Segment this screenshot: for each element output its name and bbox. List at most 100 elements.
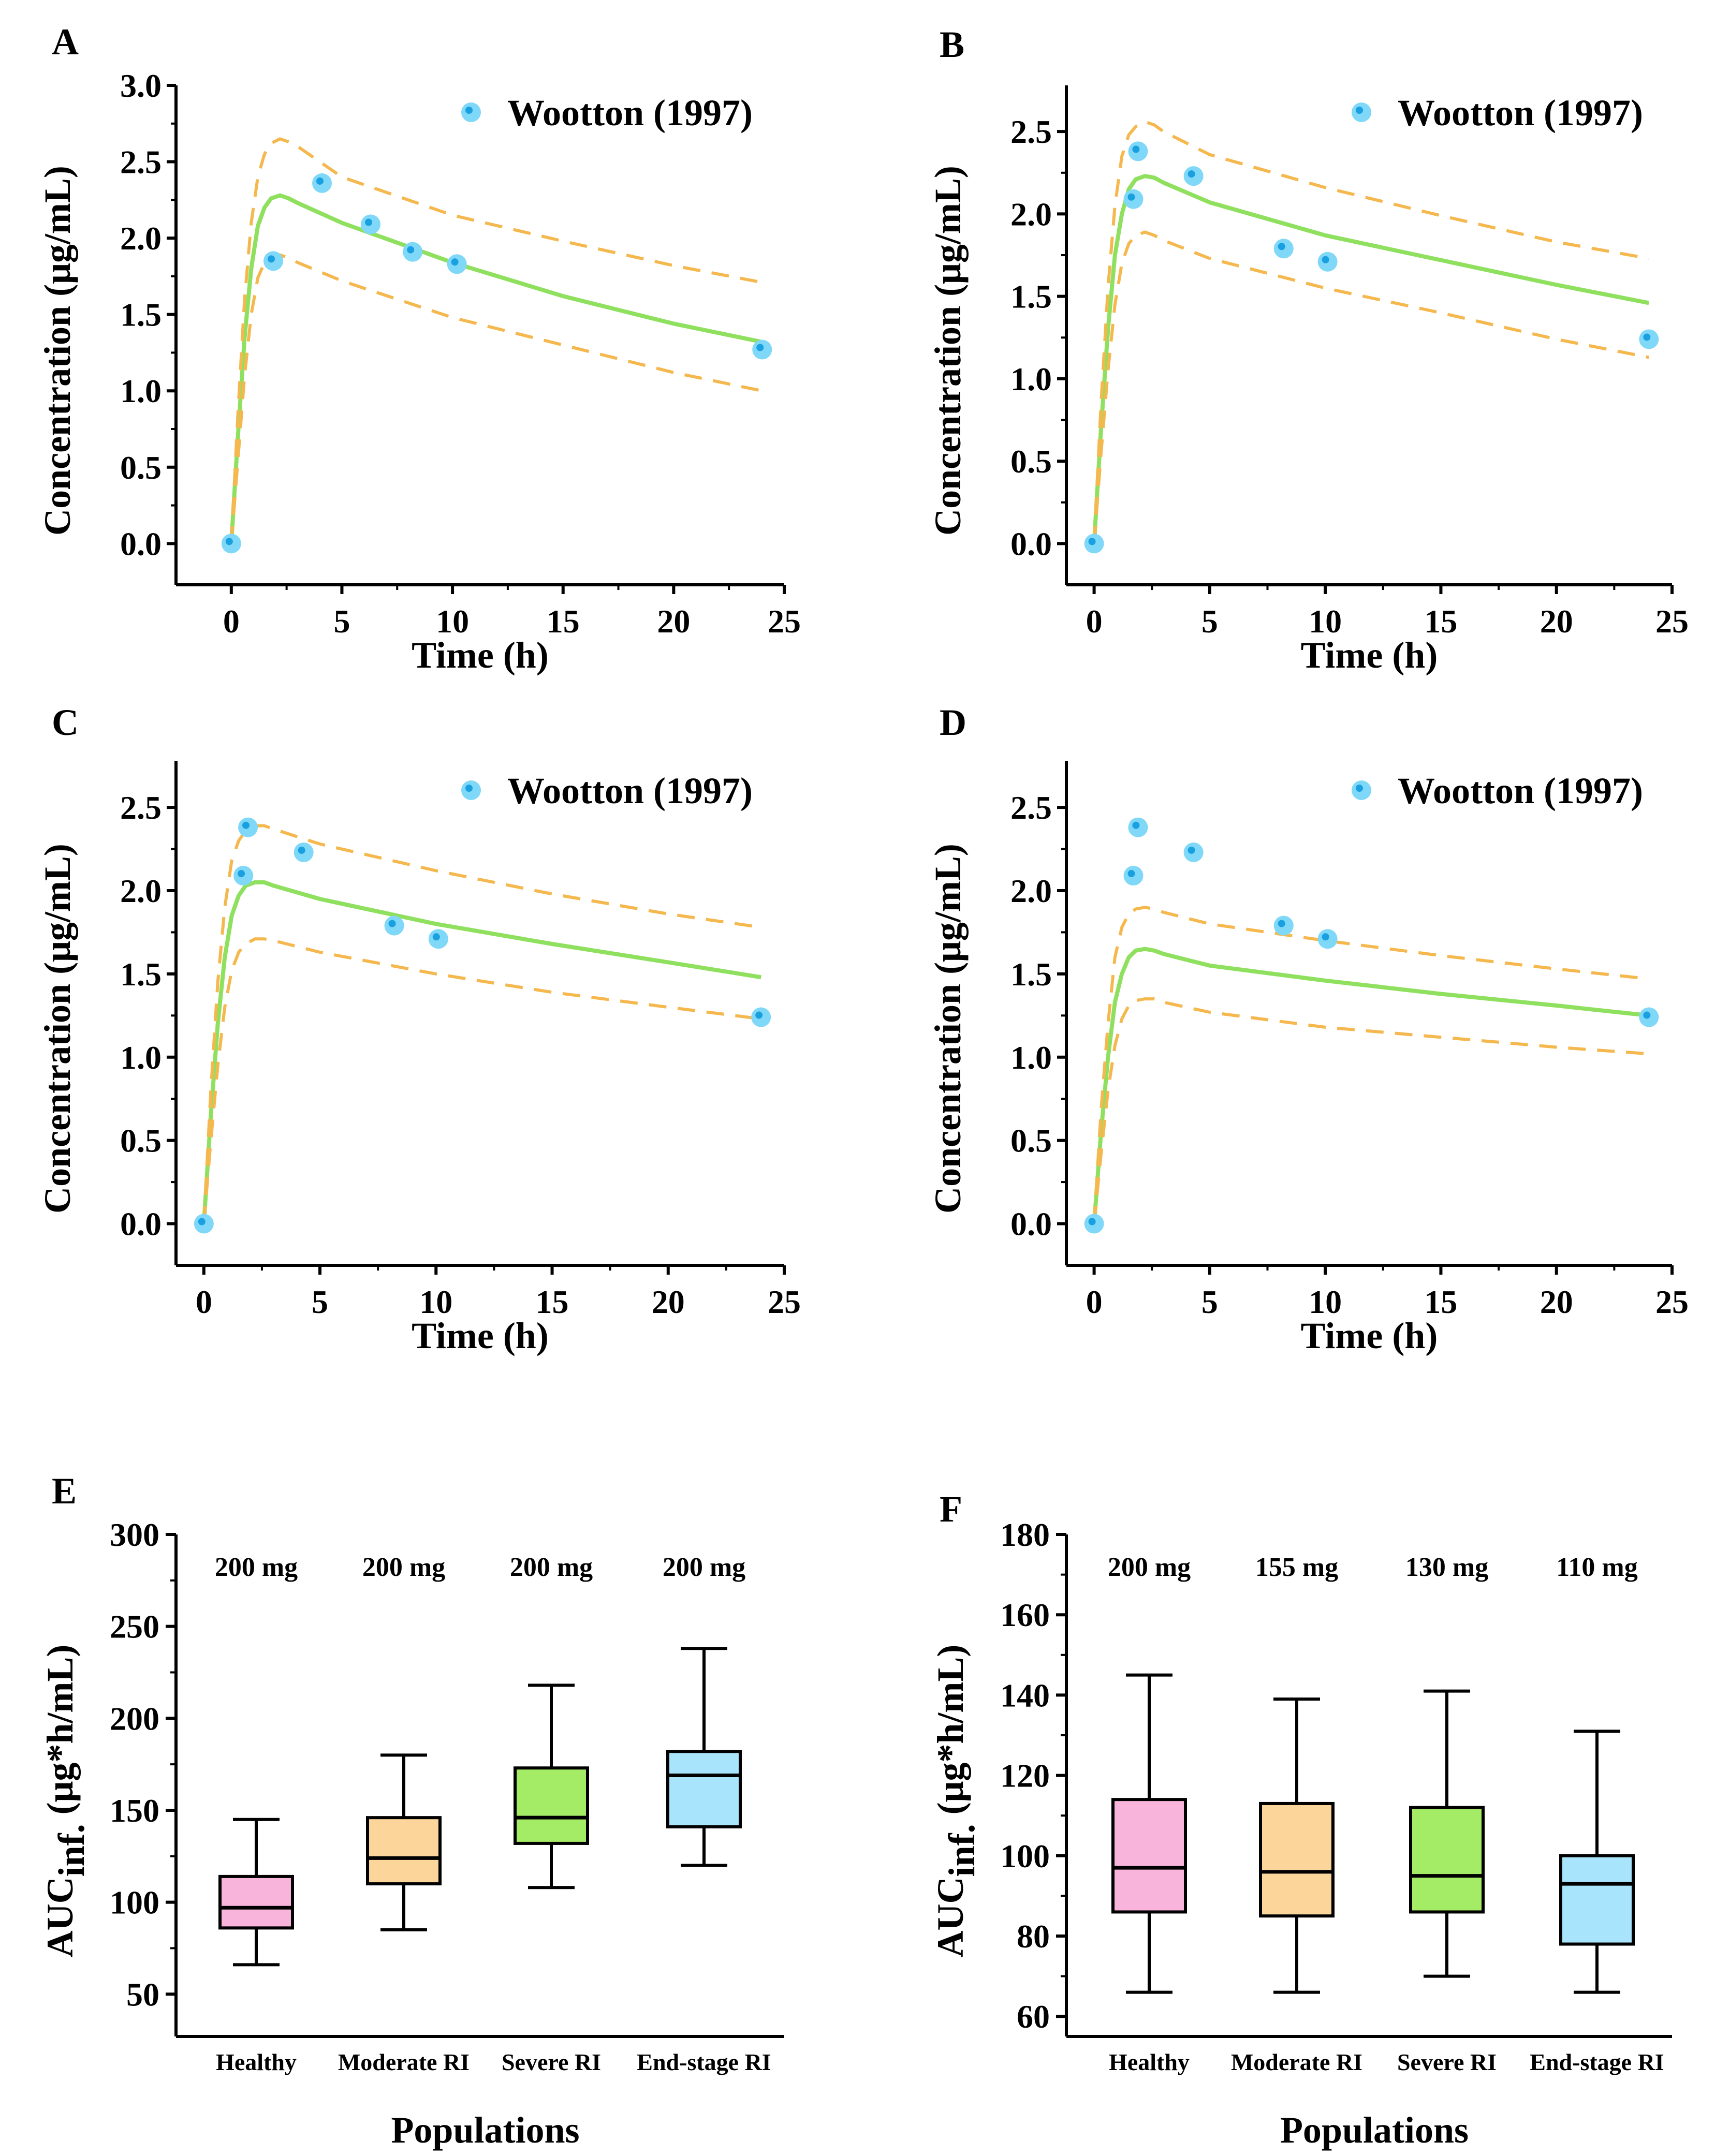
observed-point-core <box>756 344 764 351</box>
observed-point-core <box>225 538 233 545</box>
box-healthy <box>1111 1673 1187 1994</box>
observed-point <box>1123 866 1144 886</box>
x-tick-label: 0 <box>1086 603 1103 640</box>
observed-point <box>1317 252 1338 272</box>
observed-point <box>1639 329 1659 349</box>
upper-95-ci-line <box>1092 906 1649 1224</box>
category-label: Severe RI <box>1397 2049 1497 2075</box>
y-tick-label: 100 <box>110 1884 159 1921</box>
observed-point-core <box>198 1218 206 1225</box>
upper-95-ci-line <box>1092 120 1649 544</box>
median-line <box>1092 174 1650 544</box>
x-tick-label: 20 <box>1540 603 1573 640</box>
lower-95-ci-line <box>229 253 763 544</box>
panel-d: D 0.0 0.5 1.0 1.5 2.0 2.5 0 5 10 15 20 25 Time (h) Con… <box>927 702 1689 1356</box>
legend: Wootton (1997) <box>461 770 753 811</box>
y-tick-label: 2.0 <box>1010 196 1052 232</box>
observed-point-core <box>388 920 396 927</box>
y-tick-label: 120 <box>1000 1758 1050 1794</box>
x-tick-label: 10 <box>419 1283 452 1320</box>
observed-point-core <box>268 255 275 263</box>
observed-point-core <box>298 846 305 854</box>
x-tick-label: 10 <box>1309 603 1342 640</box>
y-tick-label: 2.5 <box>120 144 162 181</box>
legend: Wootton (1997) <box>1352 92 1643 134</box>
box-severe-ri <box>514 1684 589 1889</box>
observed-point-core <box>1127 870 1135 878</box>
x-axis-title: Time (h) <box>412 1315 549 1356</box>
legend: Wootton (1997) <box>461 92 753 134</box>
y-axis-title: Concentration (μg/mL) <box>37 844 78 1214</box>
y-tick-label: 250 <box>110 1608 159 1645</box>
y-tick-label: 0.5 <box>120 1123 162 1159</box>
legend-label: Wootton (1997) <box>507 770 753 811</box>
x-tick-label: 25 <box>768 1283 801 1320</box>
category-label: Moderate RI <box>1231 2049 1362 2075</box>
median-line <box>229 193 763 544</box>
observed-point-core <box>1127 193 1135 201</box>
panel-c: C 0.0 0.5 1.0 1.5 2.0 2.5 0 5 10 15 20 25 Time (h) Con… <box>37 702 801 1356</box>
y-axis-title-sub: inf. <box>941 1824 983 1877</box>
observed-point <box>1123 189 1144 209</box>
y-axis-title: Concentration (μg/mL) <box>927 844 969 1214</box>
x-axis-title: Time (h) <box>1301 634 1438 676</box>
upper-95-ci-line <box>229 137 763 544</box>
observed-point <box>1183 842 1204 862</box>
y-tick-label: 0.5 <box>120 449 162 486</box>
legend-marker-core <box>465 785 473 792</box>
observed-point-core <box>316 177 324 185</box>
dose-label: 200 mg <box>510 1553 593 1582</box>
x-tick-label: 0 <box>196 1283 212 1320</box>
observed-point-core <box>365 218 372 226</box>
lower-95-ci-line <box>202 937 761 1224</box>
observed-point <box>294 842 314 862</box>
y-tick-label: 50 <box>126 1976 159 2013</box>
observed-point <box>1639 1007 1659 1027</box>
lower-95-ci-line <box>1092 997 1649 1224</box>
x-axis-title: Time (h) <box>1301 1315 1438 1356</box>
observed-point-core <box>432 933 440 941</box>
panel-a: A 0.0 0.5 1.0 1.5 2.0 2.5 3.0 0 5 10 15 20 25 Time (h)… <box>37 21 801 676</box>
y-tick-label: 1.0 <box>120 373 162 409</box>
y-tick-label: 0.0 <box>120 525 162 562</box>
x-tick-label: 20 <box>657 603 690 640</box>
box-end-stage-ri <box>1559 1730 1635 1994</box>
observed-point-core <box>1188 170 1195 178</box>
x-tick-label: 5 <box>1201 603 1218 640</box>
y-tick-label: 1.0 <box>120 1039 162 1076</box>
y-tick-label: 2.5 <box>1010 789 1052 826</box>
y-tick-label: 0.5 <box>1010 1123 1052 1159</box>
box-end-stage-ri <box>666 1647 742 1867</box>
y-axis-title: Concentration (μg/mL) <box>927 166 969 536</box>
observed-point <box>384 915 404 936</box>
observed-point <box>263 251 283 271</box>
y-tick-label: 0.0 <box>1010 525 1052 562</box>
observed-point-core <box>1088 1218 1096 1225</box>
box-iqr <box>1559 1854 1635 1946</box>
observed-point-core <box>1322 256 1329 263</box>
panel-letter: E <box>52 1470 77 1512</box>
observed-point <box>751 1007 771 1027</box>
y-tick-label: 160 <box>1000 1597 1050 1633</box>
observed-point-core <box>1278 243 1285 250</box>
dose-label: 155 mg <box>1255 1553 1338 1582</box>
observed-point <box>1128 141 1148 161</box>
category-label: Healthy <box>1109 2049 1190 2075</box>
observed-point <box>428 929 448 949</box>
x-tick-label: 15 <box>1424 1283 1457 1320</box>
panel-letter: A <box>52 21 79 63</box>
y-tick-label: 1.5 <box>120 297 162 333</box>
dose-label: 130 mg <box>1405 1553 1488 1582</box>
x-tick-label: 25 <box>768 603 801 640</box>
y-axis-title-rest: (μg*h/mL) <box>39 1645 81 1824</box>
legend: Wootton (1997) <box>1352 770 1643 811</box>
panel-letter: C <box>52 702 79 743</box>
y-tick-label: 2.0 <box>120 220 162 257</box>
box-iqr <box>1259 1801 1335 1918</box>
observed-point-core <box>1643 333 1651 341</box>
x-tick-label: 5 <box>333 603 350 640</box>
x-axis-title: Time (h) <box>412 634 549 676</box>
dose-label: 200 mg <box>663 1553 745 1582</box>
panel-f: F 60 80 100 120 140 160 180 AUCinf. (μg*h/mL) Pop… <box>930 1488 1672 2151</box>
panel-letter: D <box>940 702 966 743</box>
